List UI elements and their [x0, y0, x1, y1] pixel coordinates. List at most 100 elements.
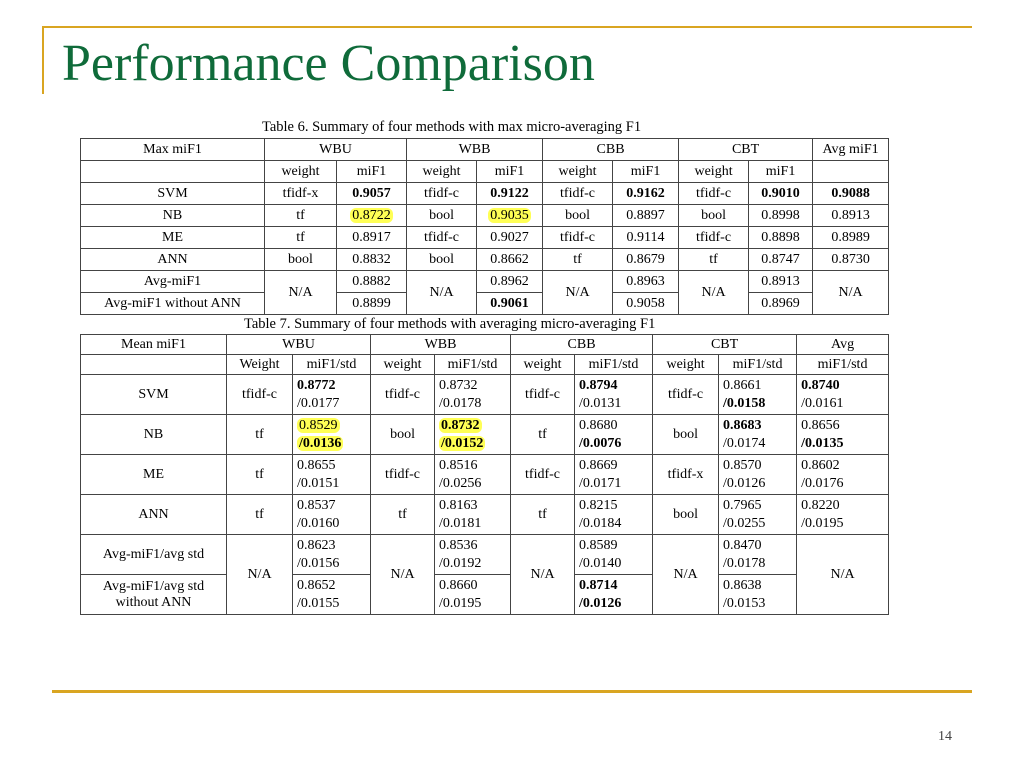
table6-sub-header: weight	[542, 160, 614, 183]
value-cell: 0.8898	[748, 226, 814, 249]
table7-group-header: WBB	[370, 334, 512, 355]
row-label: ANN	[80, 494, 227, 535]
value-cell: 0.9035	[476, 204, 544, 227]
std-value: /0.0256	[439, 475, 482, 491]
table-row: Avg-miF1 N/A 0.8882 N/A 0.8962 N/A 0.896…	[80, 270, 890, 315]
mean-value: 0.8661	[723, 377, 762, 393]
value-cell: 0.8662	[476, 248, 544, 271]
value-cell: 0.8537/0.0160	[291, 494, 372, 535]
mean-value: 0.7965	[723, 497, 762, 513]
table6-empty-cell	[812, 160, 890, 183]
value-cell: 0.8917	[335, 226, 408, 249]
weight-cell: tf	[226, 454, 293, 495]
weight-cell: tfidf-c	[678, 226, 750, 249]
row-label: Avg-miF1	[80, 270, 265, 293]
mean-value: 0.8536	[439, 537, 478, 553]
weight-cell: tf	[370, 494, 436, 535]
table6-group-header: WBU	[263, 138, 408, 161]
std-value: /0.0076	[579, 435, 622, 451]
na-cell: N/A	[812, 270, 890, 315]
value-cell: 0.8832	[335, 248, 408, 271]
value-cell: 0.9027	[476, 226, 544, 249]
highlighted-value: 0.8722	[350, 207, 393, 223]
weight-cell: tfidf-c	[370, 374, 436, 415]
mean-value: 0.8602	[801, 457, 840, 473]
weight-cell: tf	[510, 494, 576, 535]
std-value: /0.0160	[297, 515, 340, 531]
value-cell: 0.8772/0.0177	[291, 374, 372, 415]
na-cell: N/A	[510, 534, 576, 615]
mean-value: 0.8669	[579, 457, 618, 473]
value-cell: 0.8669/0.0171	[574, 454, 654, 495]
row-label: ME	[80, 226, 265, 249]
mean-value: 0.8652	[297, 577, 336, 593]
table7-sub-header: miF1/std	[574, 354, 654, 375]
table7-sub-header: miF1/std	[718, 354, 798, 375]
value-cell: 0.8732/0.0152	[434, 414, 512, 455]
value-cell: 0.9058	[612, 292, 680, 315]
std-value: /0.0184	[579, 515, 622, 531]
weight-cell: tfidf-c	[406, 182, 478, 205]
value-cell: 0.8623/0.0156	[291, 534, 372, 575]
std-value: /0.0177	[297, 395, 340, 411]
mean-value: 0.8660	[439, 577, 478, 593]
mean-value: 0.8163	[439, 497, 478, 513]
table6-sub-header: weight	[264, 160, 337, 183]
mean-value: 0.8656	[801, 417, 840, 433]
std-value: /0.0126	[723, 475, 766, 491]
na-cell: N/A	[406, 270, 478, 315]
value-cell: 0.8589/0.0140	[574, 534, 654, 575]
row-label: NB	[80, 204, 265, 227]
value-cell: 0.8913	[748, 270, 814, 293]
weight-cell: bool	[370, 414, 436, 455]
weight-cell: bool	[542, 204, 614, 227]
table6-sub-header: miF1	[476, 160, 544, 183]
top-rule	[42, 26, 972, 28]
weight-cell: bool	[678, 204, 750, 227]
table7-caption: Table 7. Summary of four methods with av…	[244, 316, 656, 332]
na-cell: N/A	[264, 270, 337, 315]
std-value: /0.0140	[579, 555, 622, 571]
weight-cell: tfidf-c	[370, 454, 436, 495]
table-row: NB tf 0.8529/0.0136 bool 0.8732/0.0152 t…	[80, 414, 890, 455]
std-value: /0.0135	[801, 435, 844, 451]
value-cell: 0.9010	[748, 182, 814, 205]
table7-sub-header: miF1/std	[291, 354, 372, 375]
avg-cell: 0.8656/0.0135	[796, 414, 890, 455]
row-label-line: without ANN	[115, 594, 192, 610]
value-cell: 0.9057	[335, 182, 408, 205]
value-cell: 0.8163/0.0181	[434, 494, 512, 535]
mean-value: 0.8714	[579, 577, 618, 593]
weight-cell: bool	[264, 248, 337, 271]
weight-cell: tfidf-c	[542, 182, 614, 205]
std-value: /0.0174	[723, 435, 766, 451]
std-value: /0.0176	[801, 475, 844, 491]
value-cell: 0.7965/0.0255	[718, 494, 798, 535]
avg-cell: 0.8740/0.0161	[796, 374, 890, 415]
table7-group-header-row: Mean miF1 WBU WBB CBB CBT Avg	[80, 334, 890, 355]
table6-sub-header: weight	[678, 160, 750, 183]
table6-sub-header: miF1	[612, 160, 680, 183]
na-cell: N/A	[678, 270, 750, 315]
value-cell: 0.8962	[476, 270, 544, 293]
table7: Mean miF1 WBU WBB CBB CBT Avg Weight miF…	[80, 334, 890, 615]
weight-cell: bool	[406, 248, 478, 271]
std-value: /0.0195	[801, 515, 844, 531]
table7-avg-subheader: miF1/std	[796, 354, 890, 375]
table-row: SVM tfidf-c 0.8772/0.0177 tfidf-c 0.8732…	[80, 374, 890, 415]
value-cell: 0.8652/0.0155	[291, 574, 372, 615]
table-row: ME tf 0.8655/0.0151 tfidf-c 0.8516/0.025…	[80, 454, 890, 495]
std-value: /0.0155	[297, 595, 340, 611]
std-value: /0.0152	[439, 435, 486, 451]
weight-cell: tf	[678, 248, 750, 271]
table7-empty-cell	[80, 354, 227, 375]
std-value: /0.0136	[297, 435, 344, 451]
value-cell: 0.8897	[612, 204, 680, 227]
weight-cell: tf	[264, 204, 337, 227]
std-value: /0.0153	[723, 595, 766, 611]
value-cell: 0.9122	[476, 182, 544, 205]
value-cell: 0.8470/0.0178	[718, 534, 798, 575]
mean-value: 0.8215	[579, 497, 618, 513]
std-value: /0.0178	[439, 395, 482, 411]
table6-corner-cell: Max miF1	[80, 138, 265, 161]
